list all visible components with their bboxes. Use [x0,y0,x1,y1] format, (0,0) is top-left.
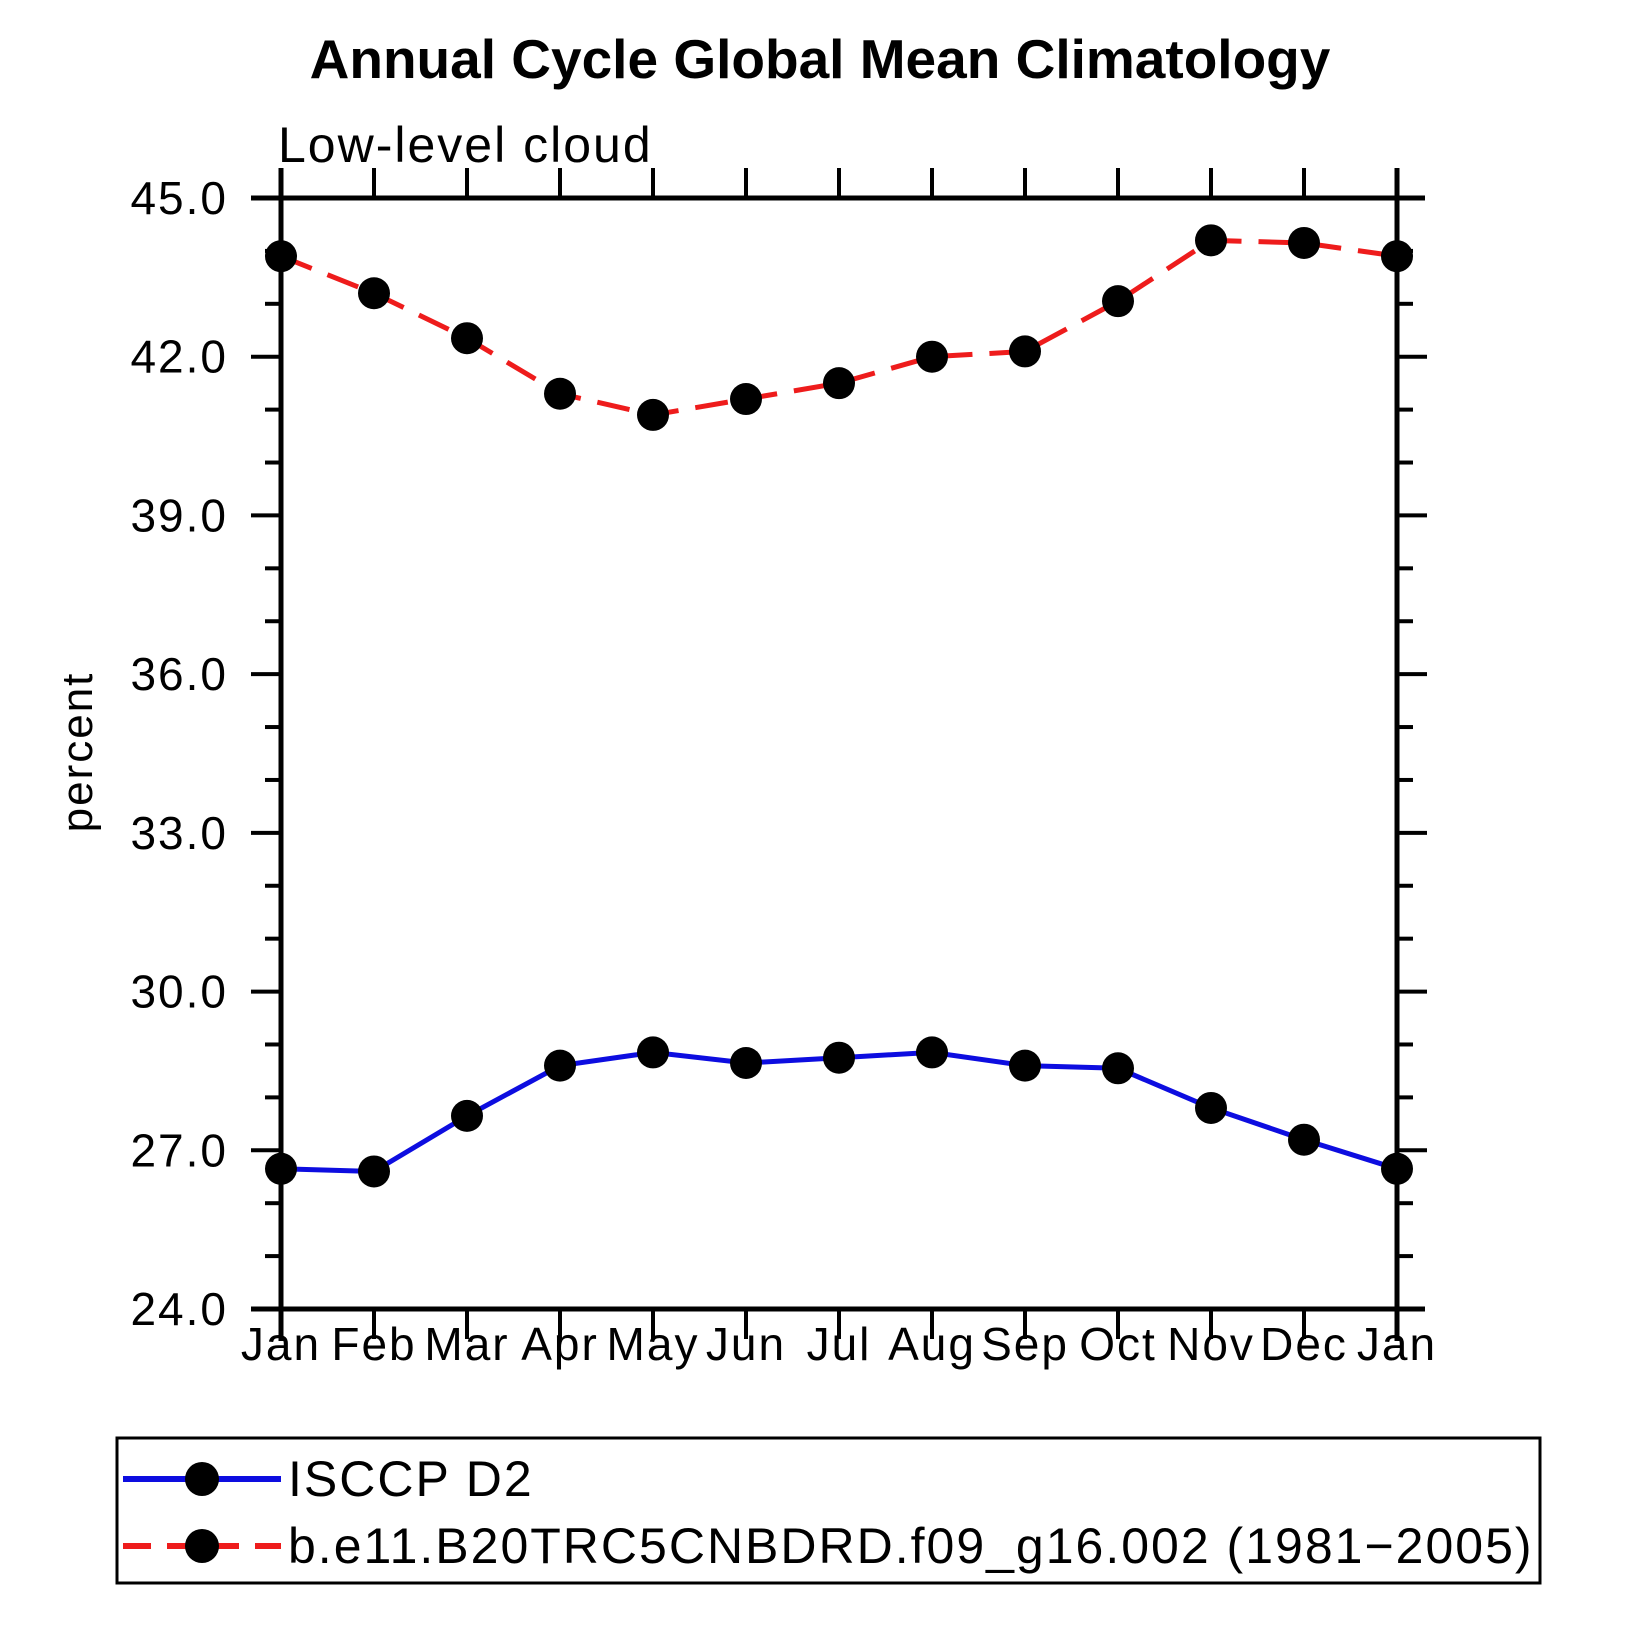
data-point-marker [1381,240,1413,273]
chart-subtitle: Low-level cloud [278,117,653,173]
data-point-marker [1102,285,1134,318]
data-point-marker [823,1041,855,1074]
x-tick-label: Nov [1167,1318,1255,1370]
data-point-marker [544,377,576,410]
data-point-marker [730,383,762,416]
data-point-marker [916,340,948,373]
y-tick-label: 42.0 [130,331,228,383]
data-point-marker [1195,1091,1227,1124]
y-tick-label: 33.0 [130,807,228,859]
data-point-marker [265,240,297,273]
data-point-marker [1381,1152,1413,1185]
y-tick-label: 24.0 [130,1283,228,1335]
legend-label: b.e11.B20TRC5CNBDRD.f09_g16.002 (1981−20… [288,1518,1534,1574]
legend-label: ISCCP D2 [288,1451,534,1507]
x-tick-label: Jan [1357,1318,1437,1370]
x-tick-label: Dec [1260,1318,1348,1370]
data-point-marker [637,1036,669,1069]
data-point-marker [1288,226,1320,259]
legend-box [115,1436,1542,1585]
y-tick-label: 36.0 [130,648,228,700]
x-tick-label: Jul [807,1318,872,1370]
data-point-marker [451,1099,483,1132]
data-point-marker [730,1046,762,1079]
data-point-marker [1009,1049,1041,1082]
data-point-marker [358,277,390,310]
data-point-marker [1009,335,1041,368]
data-point-marker [916,1036,948,1069]
x-tick-label: Jun [706,1318,786,1370]
data-point-marker [1288,1123,1320,1156]
x-tick-label: May [607,1318,700,1370]
data-point-marker [637,398,669,431]
x-tick-label: Feb [331,1318,416,1370]
y-tick-label: 27.0 [130,1124,228,1176]
x-tick-label: Mar [424,1318,509,1370]
page-title: Annual Cycle Global Mean Climatology [310,28,1331,90]
y-tick-label: 39.0 [130,489,228,541]
x-tick-label: Sep [981,1318,1069,1370]
data-point-marker [265,1152,297,1185]
x-tick-label: Jan [241,1318,321,1370]
x-tick-label: Apr [521,1318,599,1370]
y-axis-label: percent [53,672,102,833]
data-point-marker [544,1049,576,1082]
data-point-marker [823,367,855,400]
data-point-marker [1102,1052,1134,1085]
x-tick-label: Oct [1079,1318,1157,1370]
y-tick-label: 30.0 [130,966,228,1018]
legend-marker [185,1462,219,1496]
data-point-marker [451,322,483,355]
legend-marker [185,1529,219,1563]
y-tick-label: 45.0 [130,172,228,224]
x-tick-label: Aug [888,1318,976,1370]
data-point-marker [358,1155,390,1188]
data-point-marker [1195,224,1227,257]
